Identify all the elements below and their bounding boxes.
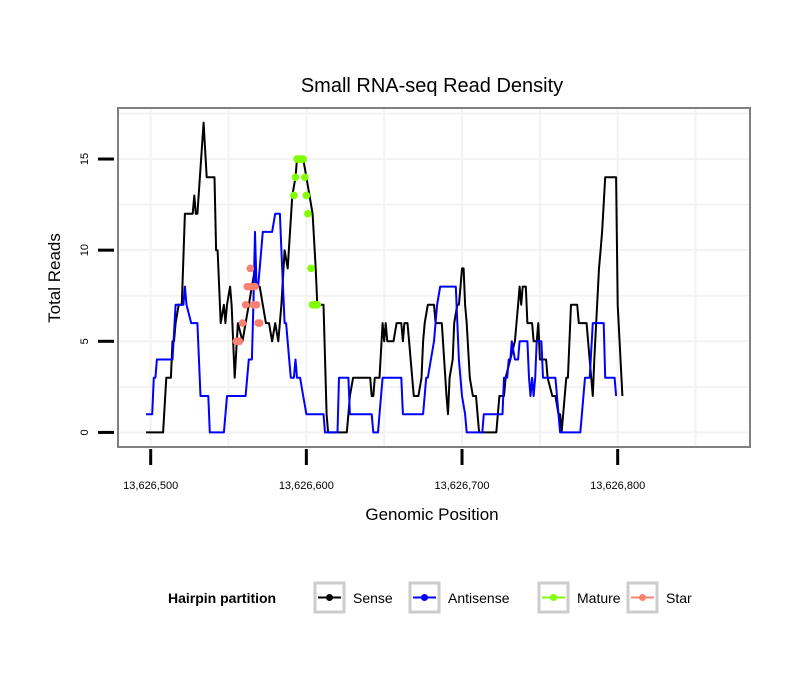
legend-item-star: Star	[626, 581, 692, 614]
data-point-mature	[302, 191, 311, 200]
legend-title: Hairpin partition	[168, 590, 276, 606]
data-point-star	[235, 337, 244, 346]
legend-key-point	[550, 594, 557, 601]
series-line-antisense	[146, 212, 618, 434]
y-tick-label: 15	[79, 153, 91, 165]
x-tick-label: 13,626,500	[123, 480, 178, 492]
plot-panel-background	[118, 108, 750, 447]
legend-label: Mature	[577, 590, 621, 606]
y-tick-label: 0	[79, 429, 91, 435]
x-tick-label: 13,626,700	[434, 480, 489, 492]
legend-item-antisense: Antisense	[408, 581, 510, 614]
data-point-mature	[307, 264, 315, 273]
data-point-star	[252, 301, 261, 309]
data-point-mature	[291, 173, 300, 182]
chart-title: Small RNA-seq Read Density	[301, 75, 563, 97]
data-point-mature	[300, 173, 309, 182]
plot-panel-border	[117, 107, 751, 448]
data-point-star	[246, 264, 255, 273]
y-tick-label: 10	[79, 244, 91, 256]
data-point-mature	[313, 301, 322, 309]
series-star-points	[232, 264, 264, 346]
series-layer	[146, 121, 624, 434]
legend: Hairpin partition Sense Antisense Mature St…	[168, 581, 692, 614]
legend-key-point	[421, 594, 428, 601]
x-axis: 13,626,500 13,626,600 13,626,700 13,626,800	[123, 449, 645, 492]
series-antisense	[146, 212, 618, 434]
y-axis-title: Total Reads	[45, 233, 64, 323]
y-axis: 0 5 10 15	[79, 153, 114, 435]
legend-label: Antisense	[448, 590, 510, 606]
data-point-star	[241, 301, 250, 309]
data-point-star	[251, 282, 259, 291]
series-mature-points	[290, 155, 322, 309]
data-point-star	[255, 319, 264, 327]
x-tick-label: 13,626,800	[590, 480, 645, 492]
legend-key-point	[639, 594, 646, 601]
data-point-mature	[299, 155, 308, 163]
y-tick-label: 5	[79, 338, 91, 344]
legend-label: Star	[666, 590, 692, 606]
x-axis-title: Genomic Position	[365, 505, 498, 524]
legend-key-point	[326, 594, 333, 601]
data-point-mature	[304, 209, 312, 218]
legend-item-sense: Sense	[313, 581, 393, 614]
data-point-mature	[290, 191, 298, 200]
data-point-star	[238, 319, 247, 327]
legend-label: Sense	[353, 590, 393, 606]
legend-item-mature: Mature	[537, 581, 621, 614]
x-tick-label: 13,626,600	[279, 480, 334, 492]
